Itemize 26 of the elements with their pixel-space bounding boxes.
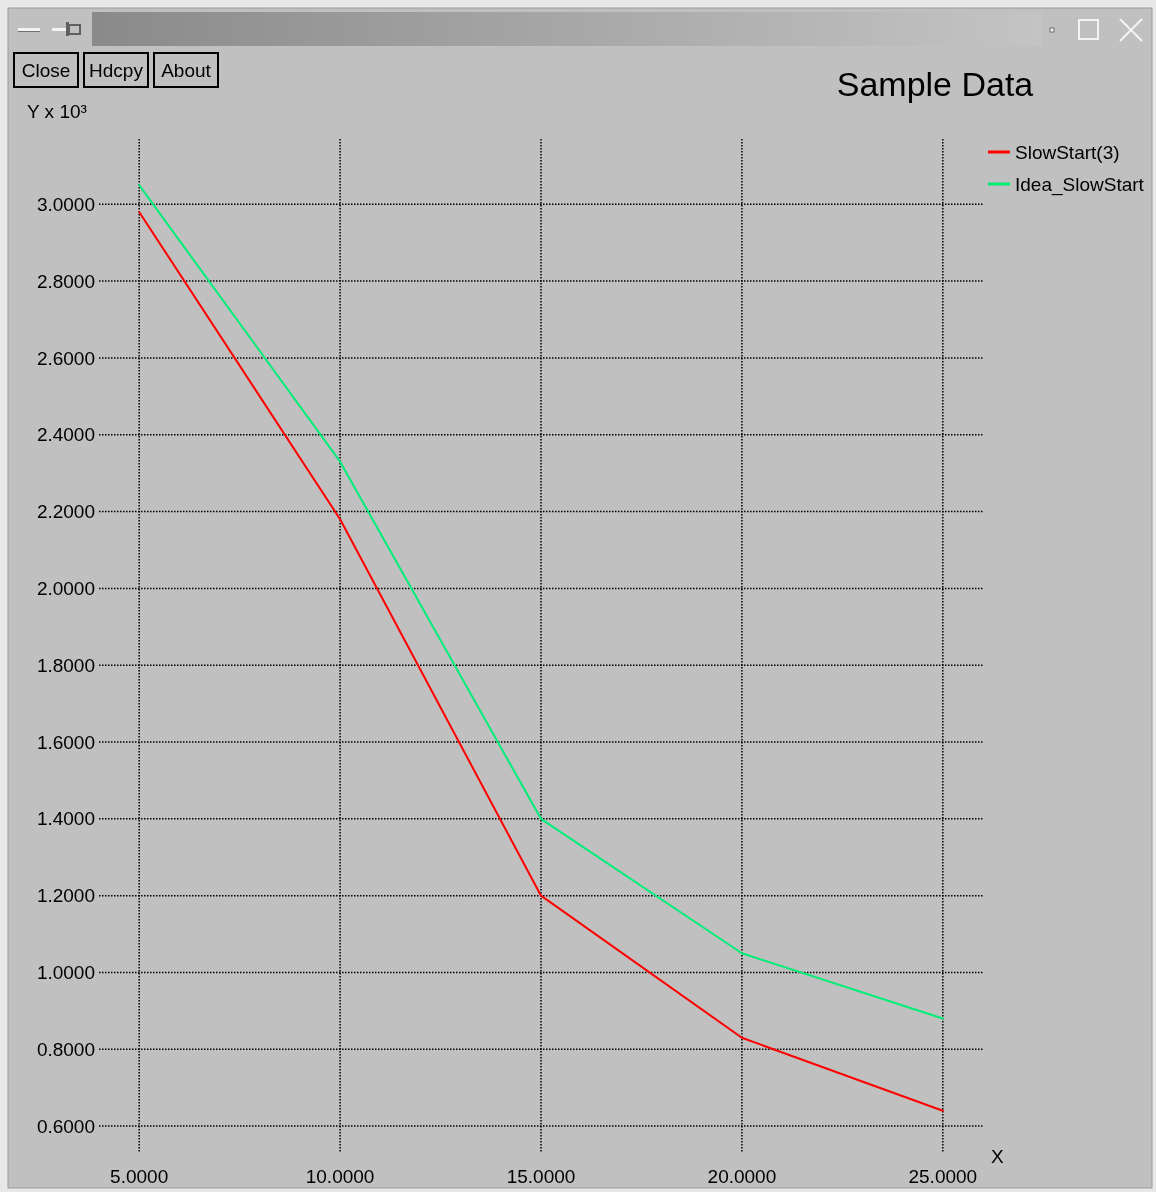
y-tick-label: 2.4000 bbox=[36, 424, 95, 446]
button: About bbox=[153, 52, 219, 88]
x-tick-label: 15.0000 bbox=[506, 1166, 576, 1187]
y-tick-label: 1.6000 bbox=[36, 731, 95, 753]
chart-title: Sample Data bbox=[836, 65, 1034, 103]
x-tick-label: 25.0000 bbox=[908, 1166, 978, 1187]
x-axis-title: X bbox=[991, 1146, 1004, 1167]
x-tick-label: 10.0000 bbox=[305, 1166, 375, 1187]
y-tick-label: 1.4000 bbox=[36, 808, 95, 830]
y-axis-title: Y x 10³ bbox=[27, 101, 87, 122]
y-tick-label: 2.2000 bbox=[36, 501, 95, 523]
y-tick-label: 0.8000 bbox=[36, 1038, 95, 1060]
y-tick-label: 2.8000 bbox=[36, 270, 95, 292]
y-tick-label: 0.6000 bbox=[36, 1115, 95, 1137]
y-tick-label: 3.0000 bbox=[36, 193, 95, 215]
y-tick-label: 1.8000 bbox=[36, 654, 95, 676]
x-tick-label: 20.0000 bbox=[707, 1166, 777, 1187]
button: Hdcpy bbox=[83, 52, 149, 88]
y-tick-label: 2.6000 bbox=[36, 347, 95, 369]
legend-label: SlowStart(3) bbox=[1015, 142, 1120, 163]
y-tick-label: 1.2000 bbox=[36, 885, 95, 907]
legend-label: Idea_SlowStart bbox=[1015, 174, 1145, 196]
x-tick-label: 5.0000 bbox=[110, 1166, 169, 1187]
y-tick-label: 2.0000 bbox=[36, 578, 95, 600]
y-tick-label: 1.0000 bbox=[36, 962, 95, 984]
button: Close bbox=[13, 52, 79, 88]
